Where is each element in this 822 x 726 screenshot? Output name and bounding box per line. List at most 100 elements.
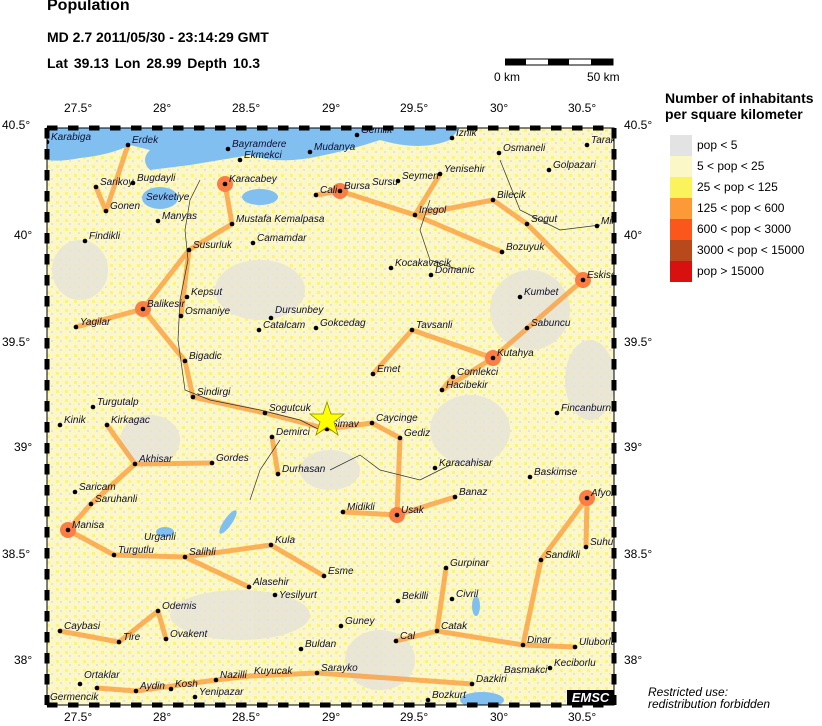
city-label: Kirkagac [111,415,150,426]
corridor [262,410,330,432]
city-dot-icon [452,494,458,500]
city-label: Basmakci [504,665,548,676]
city-label: Osmaniye [185,306,230,317]
city-catak: Catak [434,621,468,634]
lon-tick: 30° [490,710,509,724]
city-dot-icon [213,677,219,683]
city-hacibekir: Hacibekir [439,380,488,393]
lake-isikli [472,596,480,616]
city-dot-icon [425,697,431,703]
lat-tick: 39.5° [624,335,653,349]
city-dot-icon [229,221,235,227]
city-dot-icon [178,313,184,319]
city-dot-icon [314,670,320,676]
city-turgutlu: Turgutlu [111,545,154,558]
city-iznik: Iznik [449,128,478,141]
city-label: Seymen [402,171,439,182]
city-dot-icon [256,327,262,333]
city-label: Ortaklar [84,670,120,681]
city-dot-icon [272,592,278,598]
city-dot-icon [65,527,71,533]
corridor [140,306,188,364]
city-manisa: Manisa [65,520,105,533]
city-basmakci: Basmakci [504,665,548,676]
city-label: Dinar [527,635,552,646]
lon-tick: 30.5° [568,710,597,724]
corridor [520,557,544,648]
corridor [247,670,320,679]
city-cali: Cali [313,185,338,198]
lat-tick: 39° [624,440,643,454]
corridor [182,542,274,560]
lat-tick: 38.5° [2,547,31,561]
city-label: Ekmekci [244,150,283,161]
city-dot-icon [104,422,110,428]
city-dot-icon [192,694,198,700]
city-dot-icon [321,573,327,579]
city-label: Findikli [89,231,121,242]
city-ekmekci: Ekmekci [237,150,283,163]
city-dot-icon [182,554,188,560]
city-dot-icon [73,324,79,330]
corridor [439,355,496,393]
city-label: Kosh [175,679,198,690]
city-yesilyurt: Yesilyurt [272,590,318,601]
city-usak: Usak [394,505,425,518]
city-urganli: Urganli [144,532,176,543]
city-tarak: Tarak [584,135,614,148]
corridor [140,247,192,312]
city-label: Susurluk [193,240,233,251]
city-karabiga: Karabiga [47,132,91,145]
city-gemlik: Gemlik [354,125,393,138]
lon-tick: 29° [322,710,341,724]
city-turgutalp: Turgutalp [90,397,139,410]
city-bayramdere: Bayramdere [225,139,287,152]
corridor [104,422,138,467]
city-label: Gemlik [361,125,393,136]
city-label: Alasehir [252,577,290,588]
lat-tick: 39.5° [2,335,31,349]
city-dot-icon [313,325,319,331]
city-label: Cali [320,185,338,196]
city-label: Karacabey [229,174,278,185]
lat-tick: 40.5° [624,118,653,132]
city-dot-icon [155,608,161,614]
city-label: Keciborlu [554,658,596,669]
city-bugdayli: Bugdayli [130,173,176,186]
city-dot-icon [182,358,188,364]
city-label: Civril [456,589,479,600]
corridor [93,184,109,214]
city-balikesir: Balikesir [140,299,185,312]
city-yagilar: Yagilar [73,317,111,330]
city-dot-icon [111,552,117,558]
city-dot-icon [163,636,169,642]
city-fincanburn: Fincanburn [554,403,611,416]
corridor [155,608,169,642]
corridor [524,221,586,283]
city-label: Sabuncu [531,318,571,329]
city-dot-icon [57,422,63,428]
city-cal: Cal [393,631,416,644]
lake-marmara [156,527,174,537]
city-gordes: Gordes [209,453,249,466]
city-dot-icon [370,371,376,377]
city-tavsanli: Tavsanli [409,320,453,333]
city-dot-icon [469,681,475,687]
city-caycinge: Caycinge [369,413,418,426]
city-bilecik: Bilecik [490,190,527,203]
city-dot-icon [184,294,190,300]
legend-title: Number of inhabitants per square kilomete… [665,90,814,122]
city-dot-icon [395,598,401,604]
city-dot-icon [393,638,399,644]
city-label: Mudanya [314,142,356,153]
city-mih: Mih [594,216,614,229]
city-civril: Civril [449,589,479,602]
city-comlekci: Comlekci [450,367,499,380]
city-ortaklar: Ortaklar [77,670,120,687]
city-banaz: Banaz [452,487,487,500]
city-saruhanli: Saruhanli [88,494,138,507]
city-dot-icon [547,665,553,671]
city-label: Yesilyurt [279,590,318,601]
city-label: Sarayko [321,663,358,674]
